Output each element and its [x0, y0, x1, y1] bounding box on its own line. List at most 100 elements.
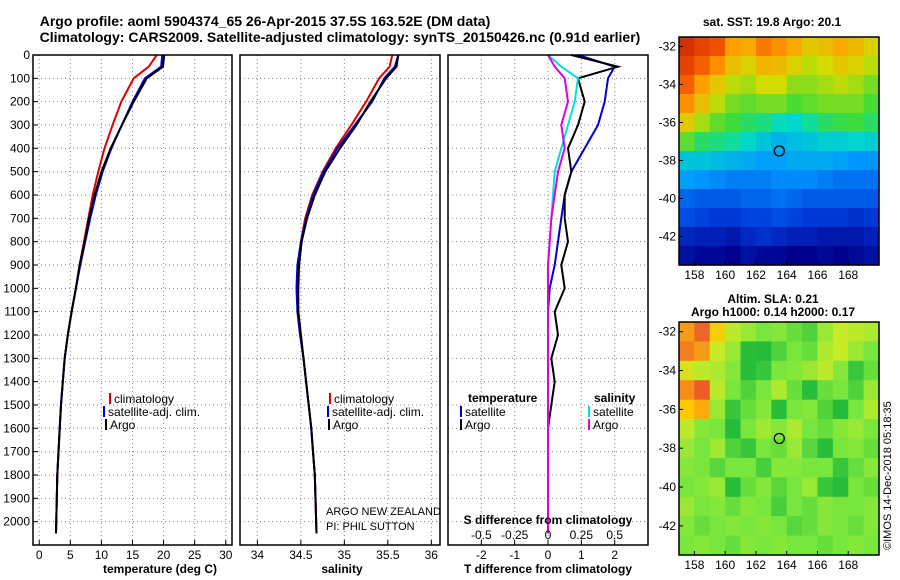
- map-cell: [740, 132, 757, 152]
- map-cell: [786, 419, 803, 440]
- map-cell: [848, 419, 865, 440]
- map-cell: [863, 94, 880, 114]
- map-cell: [786, 113, 803, 133]
- map-cell: [709, 37, 726, 57]
- top-x-tick-label: -0.5: [471, 528, 492, 542]
- y-tick-label: 500: [10, 165, 30, 179]
- map-cell: [786, 132, 803, 152]
- map-cell: [848, 457, 865, 478]
- map-cell: [832, 151, 849, 171]
- map-cell: [863, 227, 880, 247]
- map-cell: [755, 399, 772, 420]
- map-cell: [755, 516, 772, 537]
- sla-map-panel: 158 160 162 164 166 168 -32 -34 -36 -38 -40 -42: [659, 321, 880, 572]
- map-cell: [848, 151, 865, 171]
- y-tick-label: -32: [659, 40, 677, 54]
- plot-frame: [239, 54, 441, 546]
- y-tick-label: -34: [659, 364, 677, 378]
- map-cell: [771, 516, 788, 537]
- map-cell: [740, 496, 757, 517]
- map-cell: [832, 419, 849, 440]
- x-tick-label: 160: [715, 558, 735, 572]
- map-cell: [709, 535, 726, 556]
- x-tick-label: 35: [338, 548, 352, 562]
- map-cell: [848, 322, 865, 343]
- map-cell: [725, 322, 742, 343]
- map-cell: [786, 189, 803, 209]
- map-cell: [709, 380, 726, 401]
- map-cell: [817, 419, 834, 440]
- map-cell: [863, 246, 880, 266]
- map-cell: [740, 227, 757, 247]
- map-cell: [786, 94, 803, 114]
- map-cell: [832, 132, 849, 152]
- figure-title-line2: Climatology: CARS2009. Satellite-adjuste…: [40, 29, 641, 45]
- map-cell: [679, 170, 695, 190]
- map-cell: [817, 151, 834, 171]
- x-tick-label: 36: [425, 548, 439, 562]
- y-tick-label: -42: [659, 230, 677, 244]
- top-x-tick-label: 0.5: [606, 528, 623, 542]
- map-cell: [725, 75, 742, 95]
- temperature-legend: climatology satellite-adj. clim. Argo: [103, 392, 200, 432]
- y-tick-label: 1500: [3, 398, 30, 412]
- legend-temperature-heading: temperature: [468, 391, 538, 405]
- map-cell: [771, 419, 788, 440]
- map-cell: [709, 208, 726, 228]
- y-tick-label: 1000: [3, 281, 30, 295]
- map-cell: [725, 37, 742, 57]
- map-cell: [725, 227, 742, 247]
- map-cell: [771, 246, 788, 266]
- map-cell: [848, 477, 865, 498]
- map-cell: [802, 132, 819, 152]
- y-tick-label: 1100: [4, 305, 30, 319]
- map-cell: [832, 37, 849, 57]
- map-cell: [740, 477, 757, 498]
- y-tick-label: 300: [10, 118, 30, 132]
- x-tick-label: 34.5: [289, 548, 313, 562]
- sst-map-title: sat. SST: 19.8 Argo: 20.1: [703, 15, 842, 29]
- map-cell: [679, 341, 695, 362]
- map-cell: [802, 170, 819, 190]
- map-cell: [863, 477, 880, 498]
- map-cell: [832, 496, 849, 517]
- map-cell: [786, 227, 803, 247]
- map-cell: [709, 477, 726, 498]
- map-cell: [771, 496, 788, 517]
- map-cell: [771, 457, 788, 478]
- map-cell: [694, 246, 711, 266]
- map-cell: [694, 56, 711, 76]
- map-cell: [863, 496, 880, 517]
- map-cell: [771, 341, 788, 362]
- map-cell: [740, 170, 757, 190]
- map-cell: [832, 438, 849, 459]
- map-cell: [740, 94, 757, 114]
- map-cell: [848, 496, 865, 517]
- legend-argo: Argo: [333, 418, 359, 432]
- map-cell: [679, 438, 695, 459]
- map-cell: [694, 477, 711, 498]
- map-cell: [755, 113, 772, 133]
- map-cell: [755, 208, 772, 228]
- map-cell: [694, 457, 711, 478]
- map-cell: [771, 151, 788, 171]
- x-tick-label: 0: [545, 548, 552, 562]
- map-cell: [740, 37, 757, 57]
- x-tick-label: 5: [67, 548, 74, 562]
- map-cell: [725, 113, 742, 133]
- legend-satellite-adj: satellite-adj. clim.: [332, 405, 424, 419]
- map-cell: [832, 94, 849, 114]
- series-line-climatology: [296, 54, 394, 534]
- map-cell: [817, 322, 834, 343]
- map-cell: [679, 360, 695, 381]
- map-cell: [694, 132, 711, 152]
- map-cell: [802, 399, 819, 420]
- sla-map-title: Altim. SLA: 0.21: [727, 292, 819, 306]
- x-tick-label: 164: [777, 268, 797, 282]
- map-cell: [694, 535, 711, 556]
- map-cell: [679, 246, 695, 266]
- y-tick-label: 1300: [3, 351, 30, 365]
- map-cell: [786, 56, 803, 76]
- map-cell: [786, 170, 803, 190]
- map-cell: [679, 227, 695, 247]
